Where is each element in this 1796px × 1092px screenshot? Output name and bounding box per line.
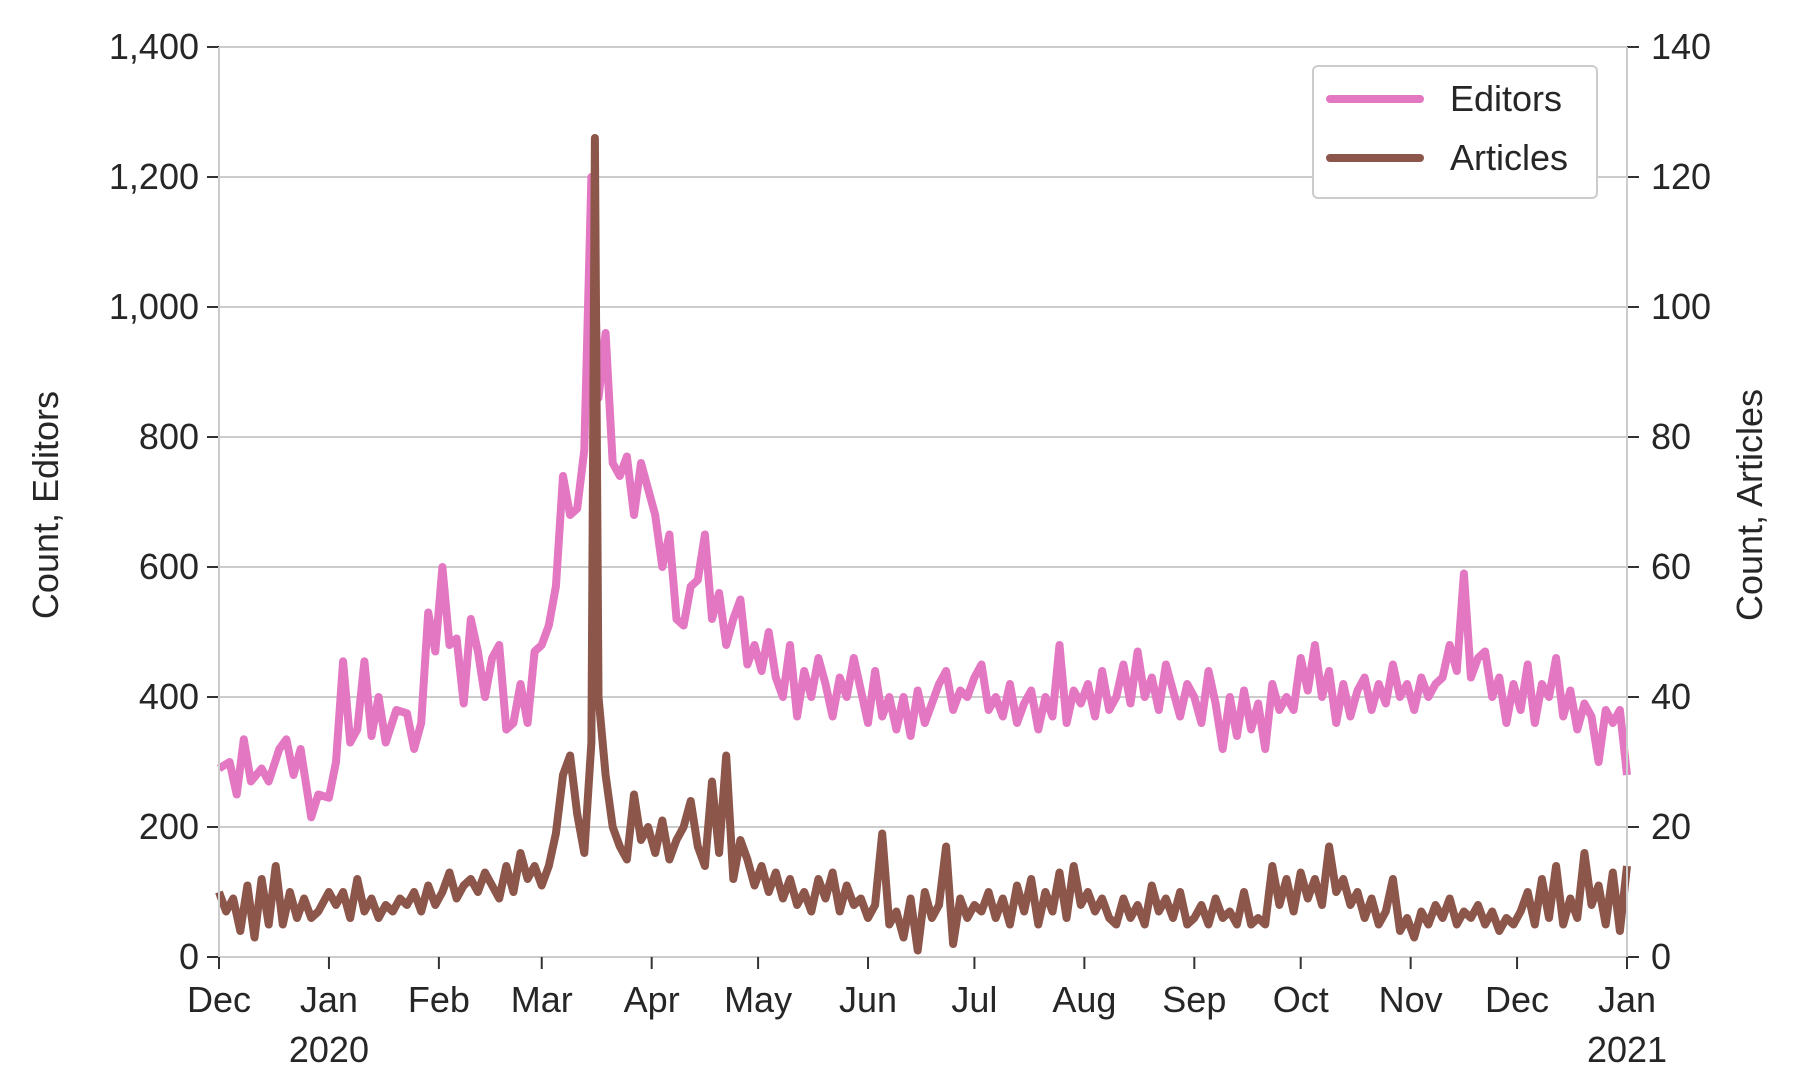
x-tick-year-label: 2021	[1587, 1029, 1667, 1070]
series-line-articles	[215, 134, 1631, 955]
x-tick-label: Nov	[1379, 979, 1443, 1020]
y-right-tick-label: 140	[1651, 26, 1711, 67]
x-tick-label: Sep	[1162, 979, 1226, 1020]
y-right-tick-label: 20	[1651, 806, 1691, 847]
y-left-tick-label: 1,000	[109, 286, 199, 327]
y-right-tick-label: 0	[1651, 936, 1671, 977]
series-lines	[215, 134, 1631, 955]
y-right-tick-label: 80	[1651, 416, 1691, 457]
y-right-tick-label: 40	[1651, 676, 1691, 717]
series-line-editors	[216, 173, 1631, 822]
x-tick-label: Feb	[408, 979, 470, 1020]
y-left-tick-label: 1,200	[109, 156, 199, 197]
y-left-tick-label: 800	[139, 416, 199, 457]
legend-label-editors: Editors	[1450, 78, 1562, 119]
y-left-tick-label: 1,400	[109, 26, 199, 67]
y-axis-right-title: Count, Articles	[1729, 389, 1770, 621]
y-left-tick-label: 600	[139, 546, 199, 587]
y-right-tick-label: 100	[1651, 286, 1711, 327]
x-tick-label: Jul	[951, 979, 997, 1020]
x-tick-year-label: 2020	[289, 1029, 369, 1070]
x-tick-label: Oct	[1273, 979, 1329, 1020]
legend: Editors Articles	[1312, 65, 1598, 199]
x-tick-label: Apr	[624, 979, 680, 1020]
x-tick-label: Dec	[1485, 979, 1549, 1020]
y-right-tick-label: 60	[1651, 546, 1691, 587]
x-tick-label: May	[724, 979, 792, 1020]
y-left-tick-label: 400	[139, 676, 199, 717]
y-left-tick-label: 0	[179, 936, 199, 977]
y-left-tick-label: 200	[139, 806, 199, 847]
y-axis-left-title: Count, Editors	[25, 391, 66, 619]
x-tick-label: Jan	[300, 979, 358, 1020]
x-tick-label: Dec	[187, 979, 251, 1020]
x-tick-label: Jan	[1598, 979, 1656, 1020]
y-right-tick-label: 120	[1651, 156, 1711, 197]
x-tick-label: Jun	[839, 979, 897, 1020]
axes: 0 200 400 600 800 1,000 1,200 1,400 0 20 40 60 80 100…	[109, 26, 1711, 1070]
x-tick-label: Mar	[511, 979, 573, 1020]
x-tick-label: Aug	[1052, 979, 1116, 1020]
legend-label-articles: Articles	[1450, 137, 1568, 178]
